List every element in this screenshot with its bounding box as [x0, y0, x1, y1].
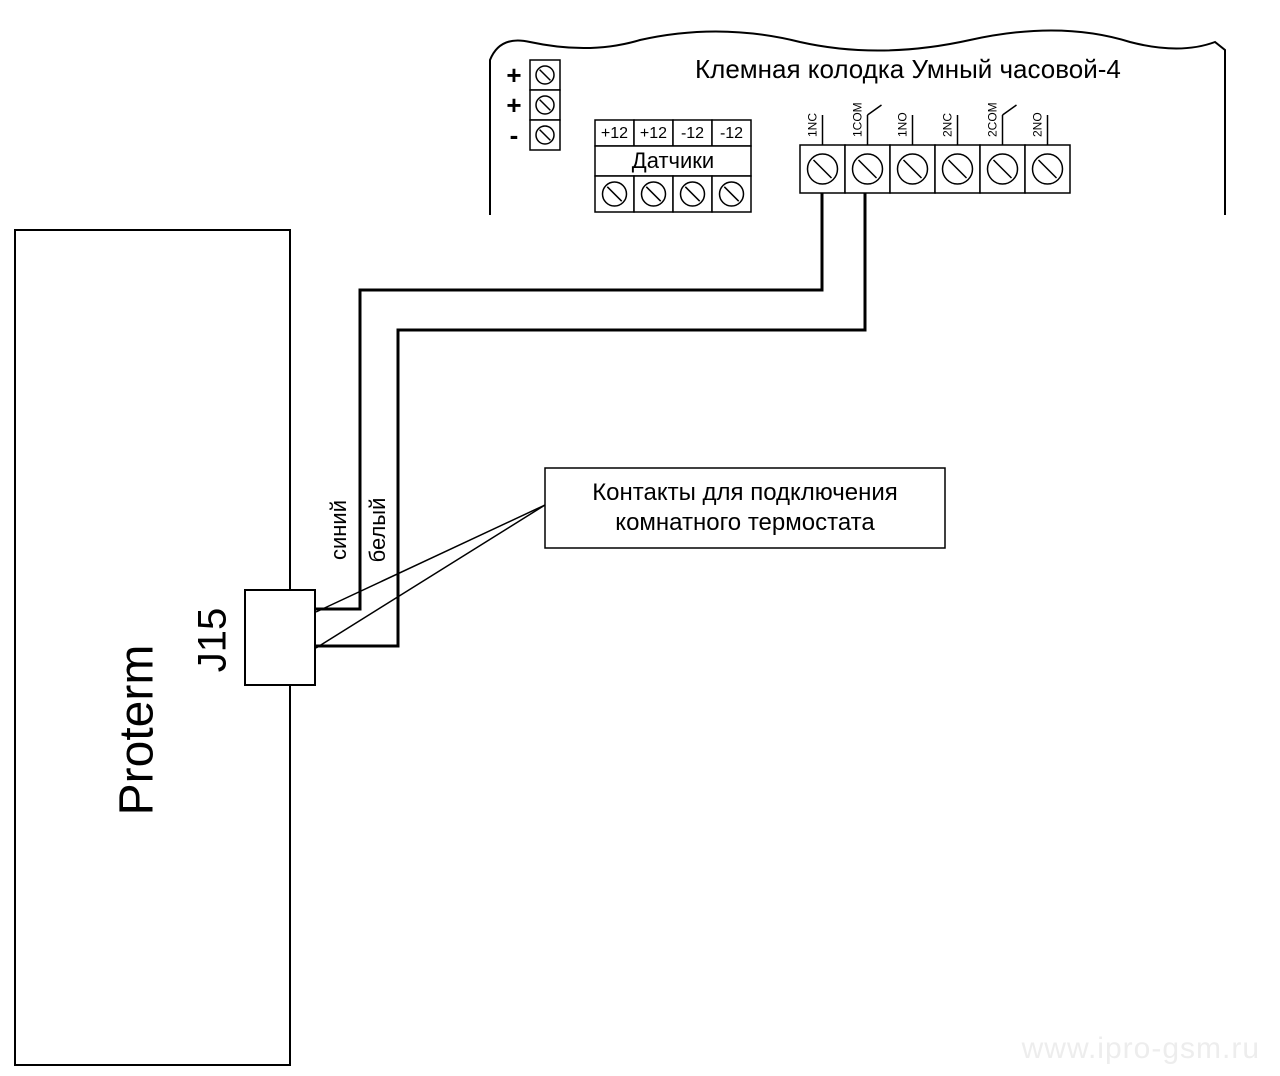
power-label-2: -: [510, 120, 519, 150]
sensors-terminal-block: +12 +12 -12 -12 Датчики: [595, 120, 751, 212]
wire-label-white: белый: [365, 498, 390, 563]
sensor-header-1: +12: [640, 125, 667, 142]
relay-label-2COM: 2COM: [986, 102, 1000, 137]
wire-label-blue: синий: [326, 500, 351, 560]
j15-label: J15: [191, 608, 235, 673]
power-terminal-block: ++-: [506, 60, 560, 150]
info-line2: комнатного термостата: [615, 509, 875, 536]
relay-label-1NO: 1NO: [896, 112, 910, 137]
relay-label-1NC: 1NC: [806, 113, 820, 137]
proterm-label: Proterm: [111, 645, 164, 816]
relay-label-2NO: 2NO: [1031, 112, 1045, 137]
sensor-header-3: -12: [720, 125, 743, 142]
wiring-diagram: Proterm J15 Клемная колодка Умный часово…: [0, 0, 1280, 1076]
j15-connector: J15: [191, 590, 315, 685]
relay-terminal-block: 1NC 1COM 1NO 2NC 2COM 2NO: [800, 102, 1070, 193]
sensors-title: Датчики: [632, 148, 714, 173]
power-label-0: +: [506, 60, 521, 90]
sensor-header-0: +12: [601, 125, 628, 142]
terminal-block-title: Клемная колодка Умный часовой-4: [695, 54, 1121, 84]
power-label-1: +: [506, 90, 521, 120]
relay-label-1COM: 1COM: [851, 102, 865, 137]
watermark: www.ipro-gsm.ru: [1022, 1032, 1260, 1066]
info-box: Контакты для подключения комнатного терм…: [545, 468, 945, 548]
sensor-header-2: -12: [681, 125, 704, 142]
relay-label-2NC: 2NC: [941, 113, 955, 137]
wire-white: [315, 193, 865, 646]
info-line1: Контакты для подключения: [592, 479, 898, 506]
